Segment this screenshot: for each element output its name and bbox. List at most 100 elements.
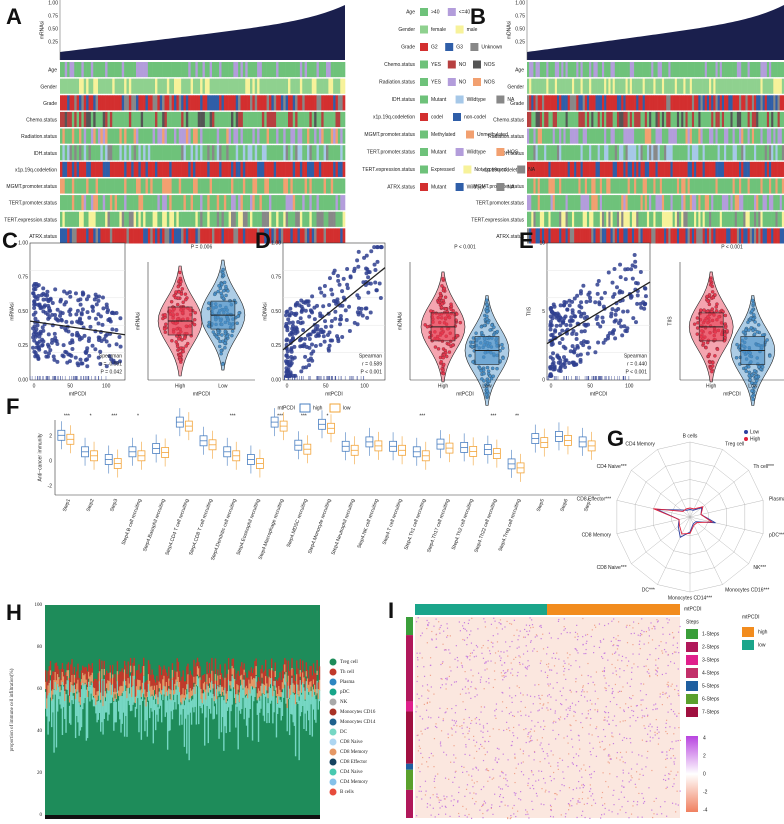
decoration [207,128,210,144]
track-label: x1p.19q.codeletion [482,167,524,173]
decoration [670,178,673,194]
decoration [219,178,222,194]
decoration [659,228,663,244]
decoration [183,78,187,94]
decoration [700,95,703,111]
decoration [717,195,721,211]
decoration [736,178,740,194]
decoration [569,145,573,161]
decoration [715,211,718,227]
decoration [539,178,543,194]
decoration [195,95,199,111]
decoration [333,211,336,227]
decoration [98,671,101,684]
decoration [133,95,137,111]
decoration [242,78,246,94]
decoration [749,95,753,111]
decoration [221,267,225,272]
decoration [621,178,624,194]
decoration [653,111,656,128]
decoration [570,344,575,349]
decoration [586,178,590,194]
decoration [183,95,187,111]
panel-letter: F [6,394,19,419]
decoration [190,62,194,78]
decoration [289,310,294,315]
track-label: Chemo.status [26,118,57,124]
decoration [576,78,579,94]
decoration [741,228,744,244]
decoration [550,95,553,111]
decoration [533,178,536,194]
decoration [664,111,667,128]
decoration [64,319,69,324]
decoration [49,340,54,345]
decoration [100,702,102,732]
decoration [771,145,774,161]
decoration [579,311,584,316]
decoration [728,111,731,128]
decoration [207,111,210,128]
decoration [143,145,146,161]
decoration [92,297,97,302]
decoration [685,228,688,244]
stat-label: r = 0.589 [362,361,382,367]
decoration [736,145,740,161]
decoration [553,329,558,334]
decoration [773,145,776,161]
decoration [621,145,624,161]
decoration [634,161,637,177]
decoration [326,161,329,177]
decoration [559,95,562,111]
decoration [674,195,678,211]
decoration [734,178,738,194]
decoration [629,78,633,94]
decoration [696,178,699,194]
axis-label: Treg cell [725,441,744,447]
decoration [209,95,213,111]
decoration [193,145,196,161]
decoration [96,298,101,303]
decoration [109,682,111,704]
decoration [216,78,220,94]
decoration [325,332,330,337]
decoration [765,338,769,342]
tick-label: Step5 [536,498,546,513]
decoration [307,314,312,319]
decoration [356,264,361,269]
decoration [216,95,220,111]
decoration [554,111,558,128]
decoration [261,161,265,177]
decoration [188,195,191,211]
decoration [554,128,558,144]
decoration [595,282,600,287]
decoration [64,178,68,194]
decoration [577,304,582,309]
decoration [67,62,70,78]
decoration [578,128,581,144]
decoration [155,178,158,194]
decoration [247,145,251,161]
decoration [655,78,658,94]
decoration [623,328,628,333]
decoration [269,211,272,227]
decoration [760,145,763,161]
decoration [721,128,725,144]
decoration [769,211,772,227]
decoration [744,328,748,332]
p-value: P < 0.001 [454,244,476,250]
decoration [552,161,556,177]
decoration [304,211,308,227]
decoration [330,78,334,94]
decoration [754,161,757,177]
decoration [563,78,566,94]
decoration [561,344,566,349]
decoration [574,178,577,194]
decoration [252,178,256,194]
decoration [67,128,70,144]
decoration [119,211,123,227]
decoration [676,111,680,128]
decoration [269,178,272,194]
decoration [61,662,64,672]
decoration [124,95,127,111]
